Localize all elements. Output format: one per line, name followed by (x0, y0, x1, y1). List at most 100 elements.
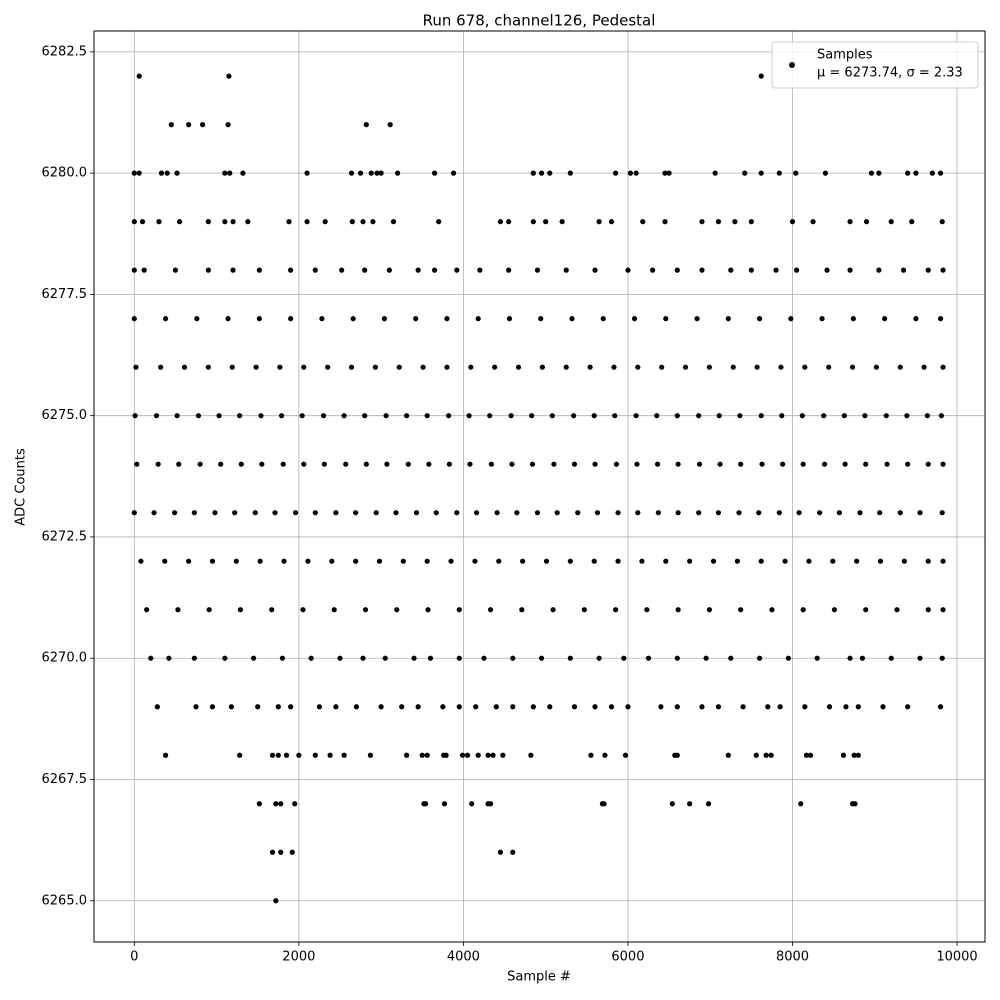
data-point (172, 267, 179, 273)
data-point (592, 267, 598, 273)
data-point (905, 461, 911, 467)
data-point (571, 413, 577, 419)
y-axis-label: ADC Counts (14, 448, 29, 526)
data-point (800, 607, 806, 613)
data-point (275, 704, 281, 710)
data-point (782, 558, 788, 564)
data-point (543, 219, 549, 225)
data-point (756, 655, 763, 661)
data-point (851, 752, 857, 758)
data-point (292, 801, 298, 807)
data-point (237, 607, 244, 613)
data-point (897, 364, 903, 370)
data-point (909, 219, 915, 225)
data-point (897, 510, 903, 516)
data-point (444, 364, 450, 370)
data-point (166, 655, 172, 661)
data-point (622, 752, 629, 758)
data-point (925, 267, 931, 273)
data-point (699, 219, 705, 225)
data-point (350, 316, 356, 322)
data-point (304, 219, 310, 225)
data-point (348, 170, 355, 176)
data-point (360, 219, 366, 225)
data-point (275, 752, 281, 758)
data-point (682, 364, 689, 370)
data-point (575, 510, 581, 516)
data-point (736, 510, 742, 516)
data-point (547, 170, 553, 176)
data-point (329, 558, 335, 564)
data-point (802, 364, 808, 370)
data-point (717, 461, 723, 467)
data-point (725, 316, 731, 322)
data-point (441, 801, 448, 807)
data-point (456, 704, 462, 710)
data-point (415, 704, 421, 710)
data-point (732, 219, 738, 225)
legend-marker (789, 62, 795, 68)
data-point (666, 170, 672, 176)
data-point (810, 219, 816, 225)
data-point (422, 801, 429, 807)
data-point (440, 704, 446, 710)
data-point (175, 607, 181, 613)
data-point (240, 170, 246, 176)
data-point (500, 752, 506, 758)
data-point (194, 316, 200, 322)
data-point (748, 219, 754, 225)
data-point (467, 461, 473, 467)
data-point (538, 316, 544, 322)
data-point (508, 413, 514, 419)
data-point (530, 170, 536, 176)
data-point (658, 704, 664, 710)
data-point (773, 267, 779, 273)
data-point (940, 607, 946, 613)
data-point (131, 267, 137, 273)
data-point (132, 413, 138, 419)
data-point (497, 849, 504, 855)
data-point (705, 801, 712, 807)
data-point (206, 607, 212, 613)
data-point (427, 655, 434, 661)
data-point (587, 364, 593, 370)
data-point (596, 655, 602, 661)
data-point (153, 413, 160, 419)
data-point (884, 461, 890, 467)
data-point (253, 364, 259, 370)
data-point (136, 73, 142, 79)
data-point (738, 607, 744, 613)
data-point (788, 316, 794, 322)
data-point (674, 704, 680, 710)
data-point (176, 461, 182, 467)
data-point (209, 558, 216, 564)
data-point (289, 849, 295, 855)
data-point (222, 219, 228, 225)
data-point (917, 655, 923, 661)
data-point (251, 655, 257, 661)
data-point (424, 413, 430, 419)
data-point (216, 413, 222, 419)
data-point (888, 219, 894, 225)
data-point (432, 267, 438, 273)
data-point (569, 316, 575, 322)
data-point (826, 364, 832, 370)
data-point (197, 461, 203, 467)
data-point (304, 170, 310, 176)
data-point (256, 801, 262, 807)
y-tick-label: 6277.5 (42, 287, 88, 302)
data-point (925, 607, 931, 613)
data-point (353, 558, 359, 564)
data-point (939, 510, 945, 516)
data-point (840, 752, 847, 758)
data-point (650, 267, 656, 273)
data-point (625, 267, 631, 273)
data-point (694, 316, 700, 322)
legend-stats: μ = 6273.74, σ = 2.33 (817, 66, 963, 81)
data-point (742, 170, 748, 176)
data-point (847, 267, 853, 273)
data-point (255, 704, 261, 710)
data-point (468, 364, 474, 370)
data-point (850, 316, 856, 322)
data-point (847, 655, 853, 661)
